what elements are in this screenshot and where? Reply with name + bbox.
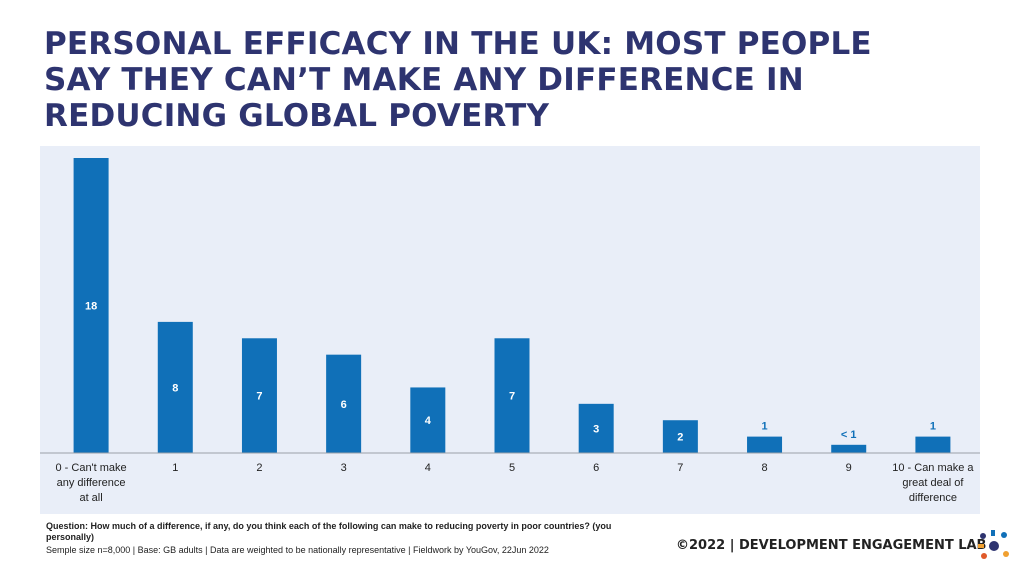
bars-group — [73, 158, 951, 453]
survey-question: Question: How much of a difference, if a… — [46, 521, 612, 542]
data-label-6: 3 — [593, 423, 599, 435]
bar-6 — [578, 403, 614, 453]
chart-title: PERSONAL EFFICACY IN THE UK: MOST PEOPLE… — [44, 26, 872, 134]
bar-4 — [410, 387, 446, 453]
x-tick-label-6: 6 — [593, 462, 599, 474]
bar-7 — [662, 420, 698, 453]
data-label-8: 1 — [761, 421, 767, 433]
development-engagement-lab-logo — [978, 530, 1009, 559]
data-label-5: 7 — [509, 391, 515, 403]
x-tick-labels-group: 0 - Can't make any difference at all 1 2 3 4 5 6… — [55, 462, 974, 504]
bar-0 — [73, 158, 109, 453]
x-tick-label-0: 0 - Can't make any difference at all — [55, 462, 126, 504]
data-label-4: 4 — [425, 415, 432, 427]
x-tick-label-4: 4 — [425, 462, 431, 474]
x-tick-label-9: 9 — [846, 462, 852, 474]
bar-1 — [157, 321, 193, 453]
data-label-3: 6 — [341, 399, 347, 411]
bar-2 — [241, 338, 277, 453]
x-tick-label-3: 3 — [341, 462, 347, 474]
bar-10 — [915, 436, 951, 453]
x-tick-label-7: 7 — [677, 462, 683, 474]
data-label-0: 18 — [85, 301, 97, 313]
copyright-label: ©2022 | DEVELOPMENT ENGAGEMENT LAB — [676, 538, 987, 553]
x-tick-label-2: 2 — [256, 462, 262, 474]
source-footnote: Semple size n=8,000 | Base: GB adults | … — [46, 545, 549, 555]
bar-5 — [494, 338, 530, 453]
data-labels-group: 18 8 7 6 4 7 3 2 1 < 1 1 — [85, 301, 936, 444]
data-label-7: 2 — [677, 432, 683, 444]
x-tick-label-10: 10 - Can make a great deal of difference — [892, 462, 974, 504]
data-label-9: < 1 — [841, 429, 857, 441]
x-tick-label-5: 5 — [509, 462, 515, 474]
x-tick-label-8: 8 — [761, 462, 767, 474]
bar-3 — [326, 354, 362, 453]
bar-9 — [831, 444, 867, 453]
data-label-2: 7 — [256, 391, 262, 403]
bar-8 — [747, 436, 783, 453]
x-tick-label-1: 1 — [172, 462, 178, 474]
data-label-1: 8 — [172, 382, 178, 394]
data-label-10: 1 — [930, 421, 936, 433]
